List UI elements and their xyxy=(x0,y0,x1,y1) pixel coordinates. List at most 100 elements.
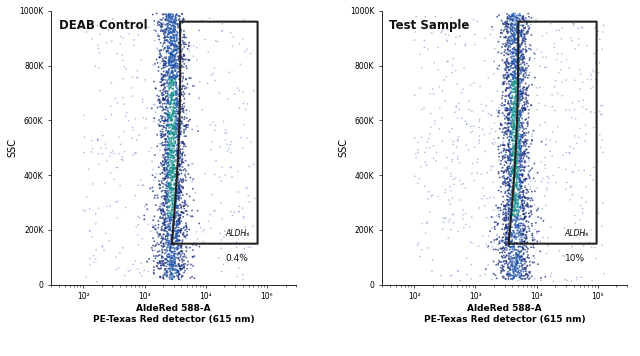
Point xyxy=(170,222,180,227)
Point xyxy=(515,49,525,55)
Point xyxy=(510,272,520,277)
Point xyxy=(502,30,512,36)
Point xyxy=(511,111,521,117)
Point xyxy=(447,126,457,132)
Point xyxy=(171,74,181,80)
Point xyxy=(171,83,181,88)
Point xyxy=(506,168,516,174)
Point xyxy=(158,200,168,206)
Point xyxy=(504,127,514,132)
Point xyxy=(179,232,189,237)
Point xyxy=(150,223,161,229)
Point xyxy=(493,114,503,119)
Point xyxy=(518,56,528,62)
Point xyxy=(479,203,490,209)
Point xyxy=(522,68,532,73)
Point xyxy=(154,182,164,187)
Point xyxy=(426,111,436,116)
Point xyxy=(165,248,175,254)
Point xyxy=(160,97,170,103)
Point xyxy=(93,151,104,157)
Point xyxy=(175,28,185,33)
Point xyxy=(173,213,183,218)
Point xyxy=(165,22,175,27)
Point xyxy=(500,222,511,228)
Point xyxy=(208,71,218,77)
Point xyxy=(125,268,136,273)
Point xyxy=(516,19,527,25)
Point xyxy=(165,198,175,204)
Point xyxy=(181,248,191,254)
Point xyxy=(516,185,527,191)
Point xyxy=(161,182,172,188)
Point xyxy=(502,52,513,57)
Point xyxy=(177,11,188,17)
Point xyxy=(508,120,518,125)
Point xyxy=(162,88,172,94)
Point xyxy=(522,240,532,245)
Point xyxy=(88,146,98,152)
Point xyxy=(156,61,166,66)
Y-axis label: SSC: SSC xyxy=(8,138,18,157)
Point xyxy=(492,88,502,94)
Point xyxy=(508,244,518,250)
Point xyxy=(510,36,520,42)
Point xyxy=(170,159,180,164)
Point xyxy=(502,131,512,137)
Point xyxy=(520,33,530,39)
Point xyxy=(410,29,420,35)
Point xyxy=(152,260,163,266)
Point xyxy=(152,57,162,62)
Point xyxy=(172,193,182,199)
Point xyxy=(530,188,540,194)
Point xyxy=(504,64,514,70)
Point xyxy=(508,57,518,63)
Point xyxy=(515,65,525,71)
Point xyxy=(513,52,524,58)
Point xyxy=(513,168,523,174)
Point xyxy=(436,115,447,121)
Point xyxy=(520,276,531,282)
Point xyxy=(171,199,181,204)
Point xyxy=(506,104,516,110)
Point xyxy=(171,58,181,64)
Point xyxy=(502,20,512,26)
Point xyxy=(168,195,179,200)
Point xyxy=(513,138,524,144)
Point xyxy=(502,271,513,276)
Point xyxy=(505,61,515,66)
Point xyxy=(517,40,527,46)
Point xyxy=(508,138,518,143)
Point xyxy=(516,109,527,115)
Point xyxy=(516,42,527,48)
Point xyxy=(510,152,520,158)
Point xyxy=(509,94,520,100)
Point xyxy=(413,147,423,153)
Point xyxy=(438,215,448,221)
Point xyxy=(492,66,502,72)
Point xyxy=(510,273,520,278)
Point xyxy=(515,11,525,16)
Point xyxy=(169,121,179,127)
Point xyxy=(518,258,528,264)
Point xyxy=(500,203,510,209)
Point xyxy=(504,212,515,218)
Point xyxy=(81,29,92,35)
Point xyxy=(509,235,520,241)
Point xyxy=(463,147,474,153)
Point xyxy=(506,79,516,85)
Point xyxy=(163,111,173,117)
Point xyxy=(595,60,605,66)
Point xyxy=(502,129,513,135)
Point xyxy=(168,38,179,44)
Point xyxy=(504,224,515,229)
Point xyxy=(221,130,232,136)
Point xyxy=(166,96,177,102)
Point xyxy=(166,140,176,146)
Point xyxy=(163,112,173,118)
Point xyxy=(99,247,109,253)
Point xyxy=(449,138,459,144)
Point xyxy=(155,232,165,238)
Point xyxy=(184,162,194,167)
Point xyxy=(163,69,173,75)
